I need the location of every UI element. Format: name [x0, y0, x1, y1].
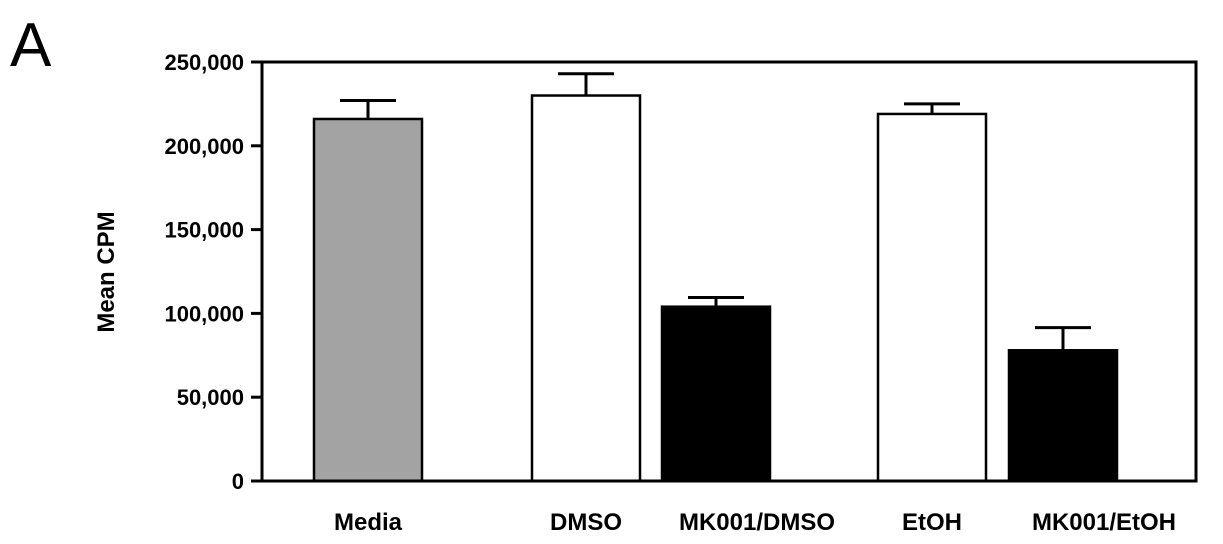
error-bar	[688, 295, 744, 307]
category-label: Media	[334, 509, 403, 536]
y-tick-label: 50,000	[177, 385, 244, 410]
y-tick-label: 200,000	[164, 134, 244, 159]
error-bar	[904, 102, 960, 114]
plot-frame	[260, 60, 1198, 483]
bar-etoh	[876, 112, 988, 483]
category-labels: Media DMSO MK001/DMSO EtOH MK001/EtOH	[334, 509, 1176, 536]
category-label: MK001/EtOH	[1032, 509, 1176, 536]
error-bar	[1035, 326, 1091, 351]
bars	[312, 94, 1119, 483]
bar-dmso	[530, 94, 642, 483]
category-label: MK001/DMSO	[679, 509, 835, 536]
category-label: EtOH	[902, 509, 962, 536]
panel-letter: A	[10, 11, 52, 80]
error-bar	[558, 72, 614, 96]
bar-mk001-etoh	[1007, 349, 1119, 483]
y-tick-label: 100,000	[164, 301, 244, 326]
y-tick-label: 0	[232, 469, 244, 494]
y-tick-label: 250,000	[164, 50, 244, 75]
error-bars	[340, 72, 1091, 351]
y-tick-label: 150,000	[164, 218, 244, 243]
error-bar	[340, 99, 396, 119]
bar-media	[312, 117, 424, 483]
y-axis-title: Mean CPM	[93, 211, 120, 332]
category-label: DMSO	[550, 509, 622, 536]
bar-mk001-dmso	[660, 305, 772, 483]
y-axis-ticks: 0 50,000 100,000 150,000 200,000 250,000	[164, 50, 262, 494]
